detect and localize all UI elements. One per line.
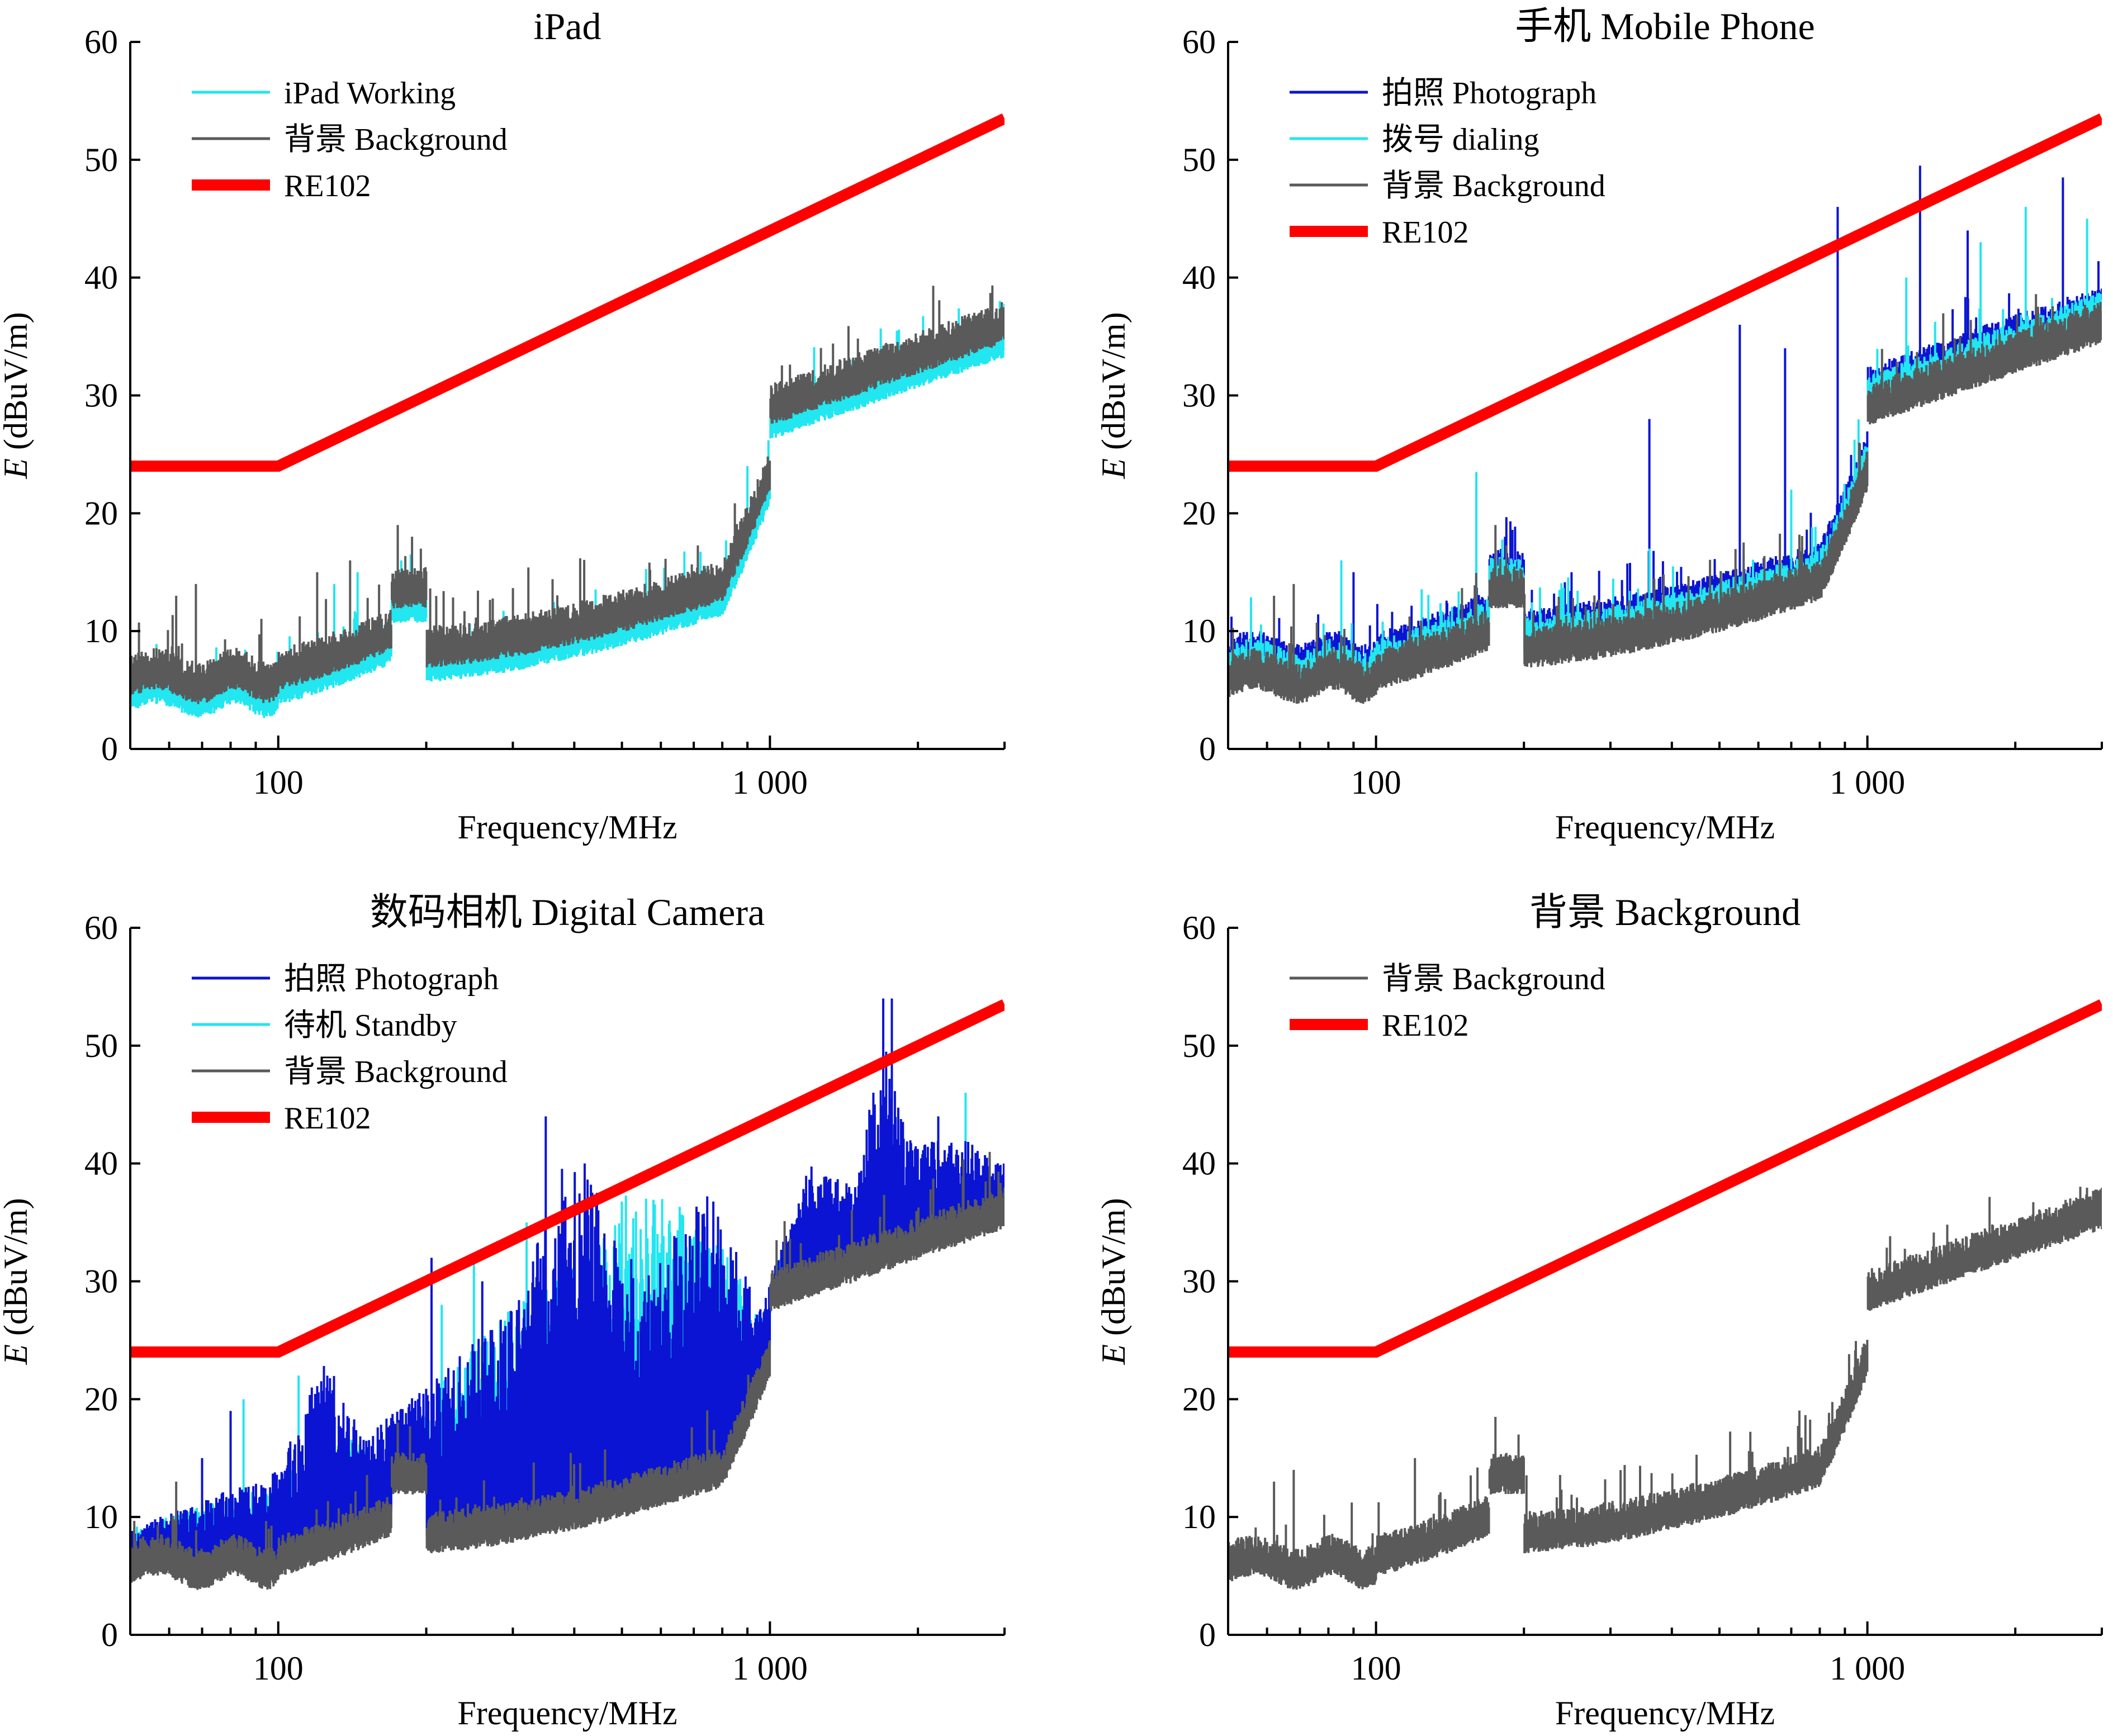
series-background-trace (1228, 1187, 2102, 1590)
series-background-trace (130, 285, 1005, 704)
plot-area (130, 113, 1005, 718)
limit-line-re102 (130, 999, 1005, 1358)
legend-label: RE102 (284, 169, 371, 203)
limit-line-re102 (1228, 113, 2102, 472)
legend-label: RE102 (1382, 1008, 1469, 1043)
series-background-trace (1228, 294, 2102, 704)
y-tick-label: 40 (84, 1145, 118, 1182)
y-tick-label: 0 (101, 1616, 118, 1653)
legend-label: RE102 (1382, 215, 1469, 250)
y-tick-label: 40 (1182, 259, 1216, 296)
x-tick-label: 1 000 (732, 1650, 808, 1687)
series-background-trace (130, 1151, 1005, 1590)
plot-area (1228, 999, 2102, 1590)
legend-label: RE102 (284, 1101, 371, 1136)
legend-label: 待机 Standby (284, 1008, 457, 1043)
legend-label: 拍照 Photograph (284, 962, 499, 997)
plot-area (1228, 113, 2102, 704)
x-axis-title: Frequency/MHz (1555, 809, 1775, 846)
y-tick-label: 60 (1182, 23, 1216, 60)
y-tick-label: 40 (1182, 1145, 1216, 1182)
y-tick-label: 0 (1199, 1616, 1216, 1653)
legend: iPad Working 背景 Background RE102 (192, 76, 508, 203)
chart-panel-2: 0 10 20 30 40 50 60 100 1 000 Frequency/MHz E (dBu… (1095, 5, 2103, 846)
y-tick-label: 60 (84, 909, 118, 946)
y-axis-title: E (dBuV/m) (0, 312, 34, 479)
y-tick-label: 10 (1182, 613, 1216, 649)
y-tick-label: 10 (1182, 1498, 1216, 1535)
panel-title: 数码相机 Digital Camera (370, 891, 765, 933)
y-tick-label: 40 (84, 259, 118, 296)
limit-line-re102 (1228, 999, 2102, 1358)
x-axis-title: Frequency/MHz (1555, 1695, 1775, 1732)
chart-panel-1: 0 10 20 30 40 50 60 100 1 000 Frequency/MHz E (dBu… (0, 5, 1006, 846)
limit-line-re102 (130, 113, 1005, 472)
legend-label: 拍照 Photograph (1382, 76, 1596, 111)
chart-panel-4: 0 10 20 30 40 50 60 100 1 000 Frequency/MHz E (dBu… (1095, 891, 2103, 1732)
chart-panel-3: 0 10 20 30 40 50 60 100 1 000 Frequency/MHz E (dBu… (0, 891, 1006, 1732)
panel-title: 手机 Mobile Phone (1515, 5, 1814, 48)
y-tick-label: 30 (1182, 377, 1216, 414)
x-tick-label: 100 (1351, 764, 1401, 801)
x-tick-label: 100 (253, 1650, 304, 1687)
y-tick-label: 50 (1182, 141, 1216, 178)
legend: 拍照 Photograph 拨号 dialing 背景 Background RE10… (1290, 76, 1605, 250)
legend-label: 背景 Background (1382, 962, 1605, 997)
legend-label: 背景 Background (1382, 169, 1605, 203)
y-axis-title: E (dBuV/m) (0, 1198, 34, 1365)
y-tick-label: 0 (101, 731, 118, 767)
y-tick-label: 10 (84, 1498, 118, 1535)
x-axis-title: Frequency/MHz (457, 1695, 677, 1732)
y-tick-label: 50 (84, 1027, 118, 1064)
panel-title: iPad (534, 5, 601, 48)
y-tick-label: 30 (84, 1263, 118, 1300)
y-tick-label: 20 (1182, 1381, 1216, 1417)
legend: 背景 Background RE102 (1290, 962, 1605, 1043)
legend: 拍照 Photograph 待机 Standby 背景 Background RE10… (192, 962, 508, 1136)
x-axis-title: Frequency/MHz (457, 809, 677, 846)
y-tick-label: 10 (84, 613, 118, 649)
y-tick-label: 50 (1182, 1027, 1216, 1064)
x-tick-label: 1 000 (1830, 764, 1905, 801)
y-axis-title: E (dBuV/m) (1095, 312, 1132, 479)
plot-area (130, 998, 1005, 1590)
y-tick-label: 30 (1182, 1263, 1216, 1300)
y-tick-label: 0 (1199, 731, 1216, 767)
legend-label: iPad Working (284, 76, 456, 111)
x-tick-label: 100 (253, 764, 304, 801)
legend-label: 背景 Background (284, 122, 508, 157)
y-tick-label: 20 (1182, 495, 1216, 532)
y-axis-title: E (dBuV/m) (1095, 1198, 1132, 1365)
y-tick-label: 60 (84, 23, 118, 60)
y-tick-label: 50 (84, 141, 118, 178)
x-tick-label: 1 000 (1830, 1650, 1905, 1687)
y-tick-label: 30 (84, 377, 118, 414)
y-tick-label: 60 (1182, 909, 1216, 946)
x-tick-label: 100 (1351, 1650, 1401, 1687)
y-tick-label: 20 (84, 1381, 118, 1417)
y-tick-label: 20 (84, 495, 118, 532)
legend-label: 背景 Background (284, 1055, 508, 1089)
panel-title: 背景 Background (1529, 891, 1801, 933)
x-tick-label: 1 000 (732, 764, 808, 801)
legend-label: 拨号 dialing (1382, 122, 1539, 157)
